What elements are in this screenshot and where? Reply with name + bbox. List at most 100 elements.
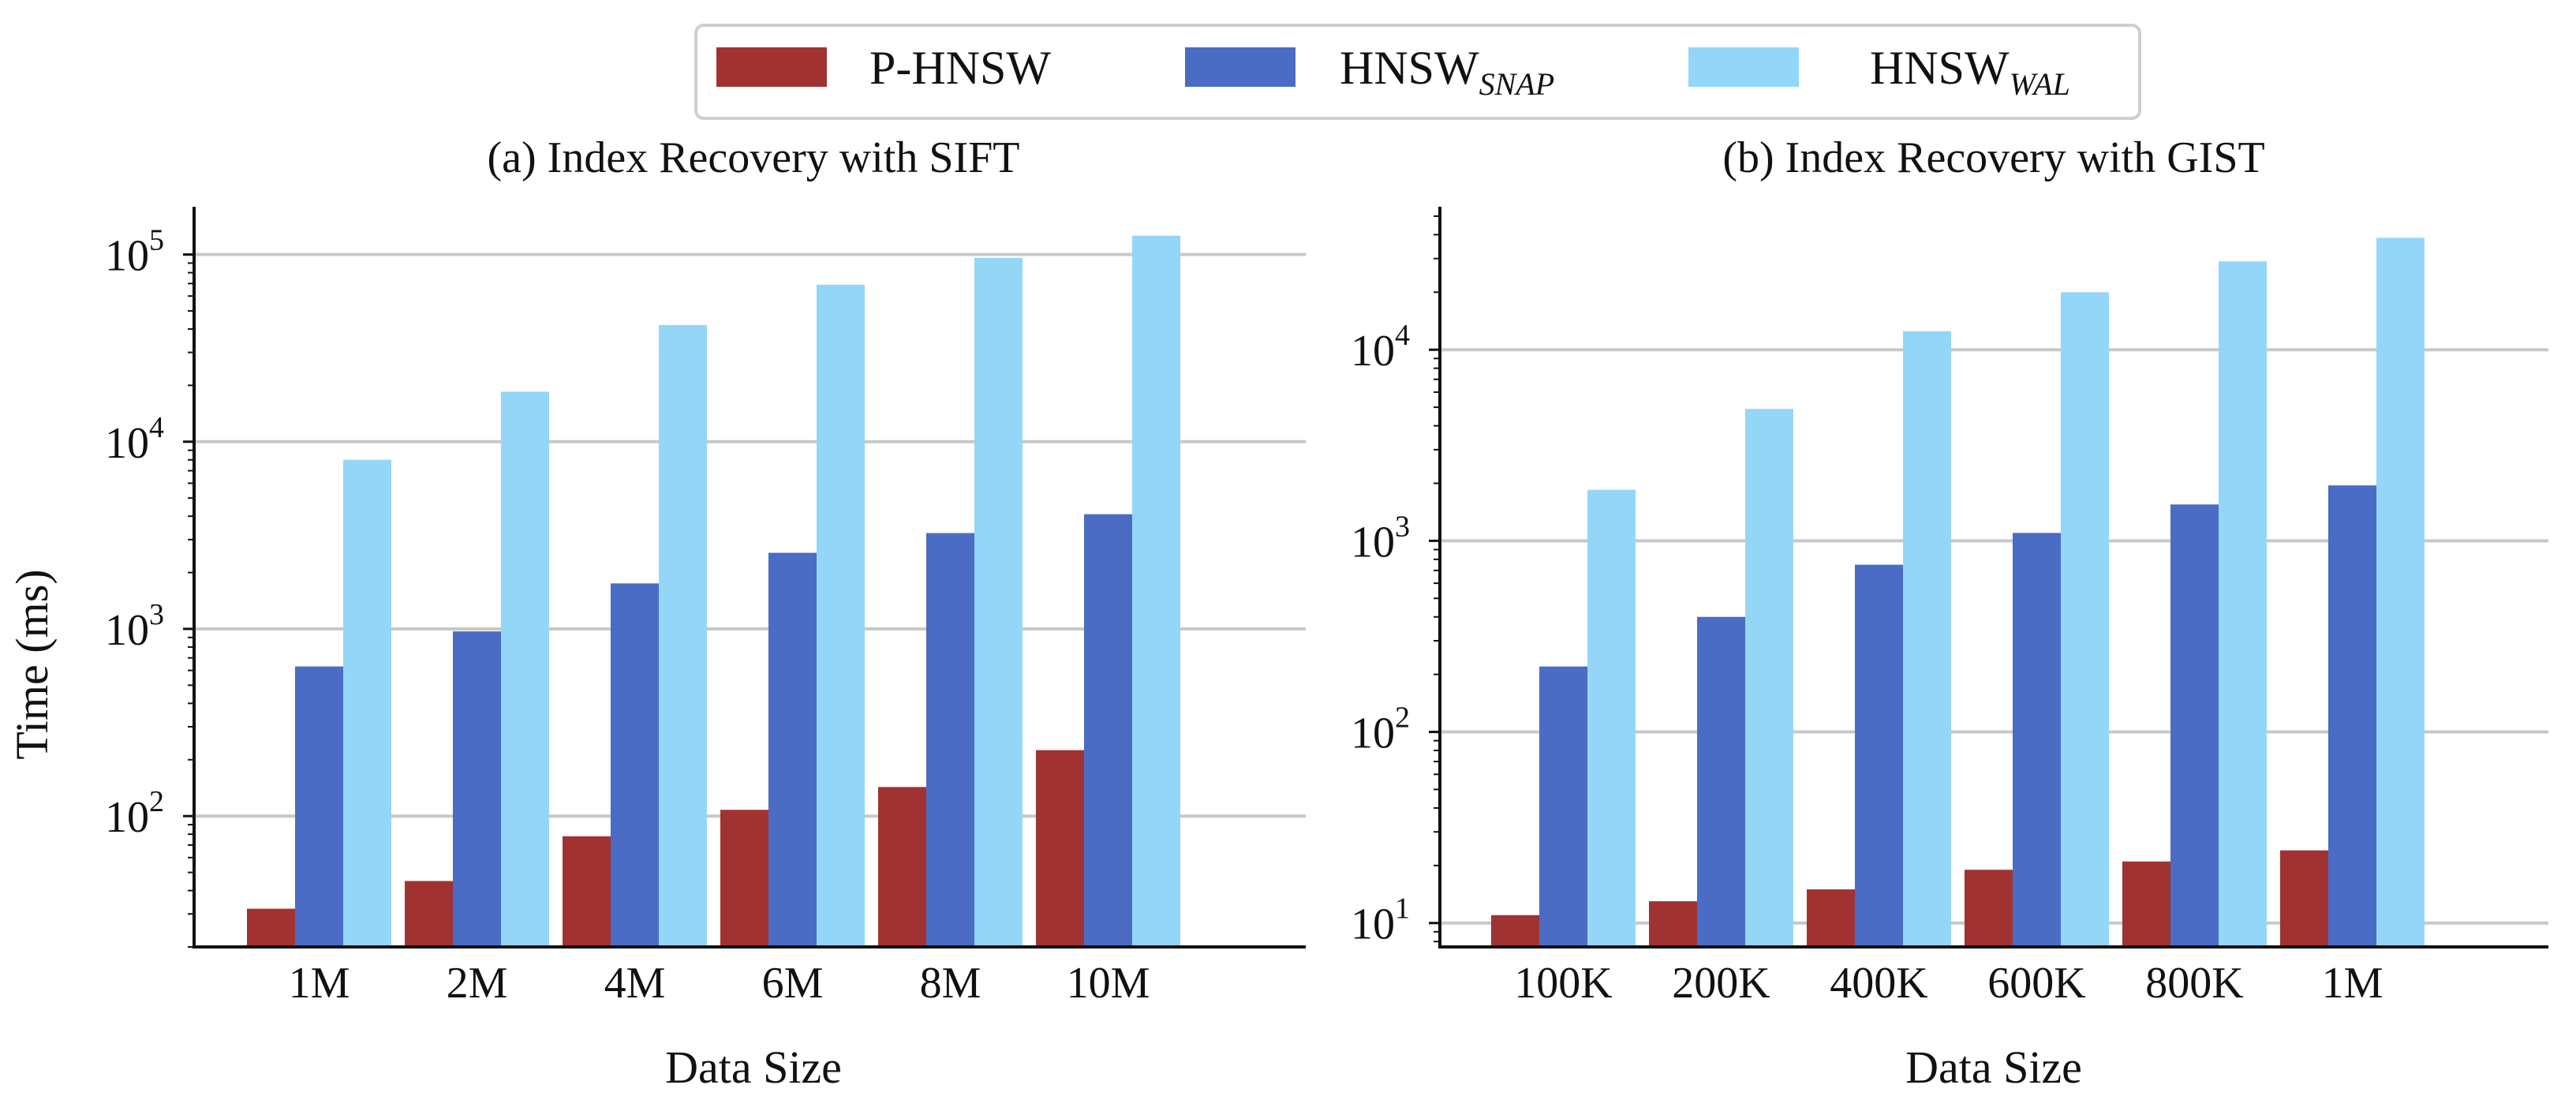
bar-hnsw-wal-1m bbox=[343, 459, 391, 947]
legend-label-hnsw-wal-sub: WAL bbox=[2010, 66, 2070, 102]
legend-swatch-hnsw-wal bbox=[1688, 47, 1799, 87]
bar-p-hnsw-600k bbox=[1965, 870, 2013, 947]
bar-p-hnsw-100k bbox=[1491, 915, 1539, 947]
x-tick-label: 1M bbox=[2322, 959, 2383, 1008]
bar-hnsw-wal-4m bbox=[659, 324, 707, 947]
bar-hnsw-snap-6m bbox=[768, 552, 817, 947]
bar-hnsw-snap-1m bbox=[295, 666, 343, 947]
bar-hnsw-wal-8m bbox=[974, 257, 1023, 947]
bar-hnsw-wal-6m bbox=[817, 284, 865, 948]
bar-hnsw-snap-100k bbox=[1539, 666, 1587, 947]
y-tick-label: 101 bbox=[1351, 892, 1410, 949]
legend-label-hnsw-snap-sub: SNAP bbox=[1479, 66, 1555, 102]
bar-p-hnsw-8m bbox=[878, 787, 926, 947]
bar-hnsw-wal-1m bbox=[2376, 238, 2425, 947]
bar-p-hnsw-2m bbox=[405, 881, 453, 947]
y-tick-exponent: 2 bbox=[149, 785, 164, 818]
bar-p-hnsw-1m bbox=[247, 908, 295, 947]
chart-panel-gist: (b) Index Recovery with GIST Data Size 1… bbox=[1351, 133, 2548, 1093]
x-tick-label: 200K bbox=[1672, 959, 1770, 1008]
x-tick-label: 4M bbox=[604, 959, 666, 1008]
axes bbox=[183, 207, 1306, 948]
y-tick-base: 10 bbox=[105, 606, 149, 655]
y-tick-base: 10 bbox=[105, 232, 149, 281]
y-tick-label: 104 bbox=[105, 411, 164, 468]
legend-label-hnsw-wal-main: HNSW bbox=[1870, 42, 2010, 94]
chart-title: (b) Index Recovery with GIST bbox=[1722, 133, 2264, 182]
legend-label-hnsw-snap-main: HNSW bbox=[1340, 42, 1479, 94]
legend-item-hnsw-snap: HNSWSNAP bbox=[1185, 42, 1554, 102]
legend-label-hnsw-wal: HNSWWAL bbox=[1870, 42, 2070, 102]
legend-item-hnsw-wal: HNSWWAL bbox=[1688, 42, 2070, 102]
x-ticks: 100K 200K 400K 600K 800K 1M bbox=[1514, 959, 2383, 1008]
y-tick-exponent: 3 bbox=[149, 598, 164, 631]
x-tick-label: 10M bbox=[1067, 959, 1150, 1008]
bar-p-hnsw-1m bbox=[2280, 850, 2328, 947]
bar-hnsw-snap-200k bbox=[1697, 616, 1745, 947]
bar-hnsw-wal-2m bbox=[501, 391, 549, 947]
bars bbox=[247, 235, 1180, 948]
bars bbox=[1491, 238, 2425, 947]
y-tick-label: 104 bbox=[1351, 319, 1410, 376]
y-tick-label: 103 bbox=[105, 598, 164, 655]
bar-hnsw-wal-200k bbox=[1745, 409, 1793, 947]
bar-hnsw-wal-10m bbox=[1132, 235, 1180, 947]
legend-swatch-hnsw-snap bbox=[1185, 47, 1295, 87]
chart-panel-sift: (a) Index Recovery with SIFT Time (ms) D… bbox=[6, 133, 1306, 1093]
bar-hnsw-snap-1m bbox=[2328, 485, 2376, 947]
y-tick-exponent: 4 bbox=[1395, 319, 1410, 352]
chart-title: (a) Index Recovery with SIFT bbox=[488, 133, 1020, 182]
bar-p-hnsw-10m bbox=[1036, 750, 1084, 947]
bar-p-hnsw-6m bbox=[720, 810, 768, 947]
y-tick-base: 10 bbox=[1351, 518, 1395, 567]
legend: P-HNSW HNSWSNAP HNSWWAL bbox=[694, 24, 2141, 120]
y-tick-base: 10 bbox=[1351, 327, 1395, 376]
bar-hnsw-snap-600k bbox=[2013, 533, 2061, 947]
x-tick-label: 400K bbox=[1830, 959, 1927, 1008]
y-axis-label: Time (ms) bbox=[6, 569, 58, 759]
y-tick-exponent: 3 bbox=[1395, 510, 1410, 543]
legend-item-p-hnsw: P-HNSW bbox=[716, 42, 1051, 94]
bar-hnsw-snap-400k bbox=[1855, 564, 1903, 947]
bar-hnsw-wal-400k bbox=[1903, 331, 1951, 947]
x-axis-label: Data Size bbox=[1905, 1042, 2082, 1093]
bar-hnsw-snap-8m bbox=[926, 533, 974, 947]
x-tick-label: 8M bbox=[920, 959, 981, 1008]
bar-hnsw-snap-10m bbox=[1084, 514, 1132, 947]
x-tick-label: 6M bbox=[762, 959, 824, 1008]
x-ticks: 1M 2M 4M 6M 8M 10M bbox=[289, 959, 1150, 1008]
legend-label-p-hnsw: P-HNSW bbox=[869, 42, 1051, 94]
bar-p-hnsw-800k bbox=[2122, 861, 2170, 947]
bar-hnsw-wal-100k bbox=[1587, 489, 1636, 947]
bar-hnsw-wal-800k bbox=[2219, 261, 2267, 947]
y-tick-base: 10 bbox=[105, 793, 149, 842]
y-tick-exponent: 2 bbox=[1395, 702, 1410, 735]
bar-hnsw-snap-800k bbox=[2170, 504, 2219, 947]
y-tick-label: 105 bbox=[105, 224, 164, 281]
bar-p-hnsw-200k bbox=[1649, 901, 1697, 947]
x-axis-label: Data Size bbox=[665, 1042, 842, 1093]
x-tick-label: 1M bbox=[289, 959, 350, 1008]
bar-p-hnsw-400k bbox=[1807, 889, 1855, 947]
y-tick-exponent: 5 bbox=[149, 224, 164, 257]
x-tick-label: 800K bbox=[2145, 959, 2243, 1008]
bar-hnsw-snap-4m bbox=[611, 583, 659, 947]
y-tick-base: 10 bbox=[1351, 900, 1395, 949]
y-tick-label: 103 bbox=[1351, 510, 1410, 567]
y-tick-label: 102 bbox=[1351, 702, 1410, 758]
axes bbox=[1429, 207, 2548, 948]
y-tick-base: 10 bbox=[1351, 709, 1395, 758]
bar-hnsw-snap-2m bbox=[453, 631, 501, 947]
x-tick-label: 600K bbox=[1987, 959, 2085, 1008]
bar-p-hnsw-4m bbox=[563, 836, 611, 947]
y-tick-label: 102 bbox=[105, 785, 164, 842]
y-tick-exponent: 1 bbox=[1395, 892, 1410, 926]
x-tick-label: 2M bbox=[447, 959, 508, 1008]
y-tick-base: 10 bbox=[105, 419, 149, 468]
bar-hnsw-wal-600k bbox=[2061, 292, 2109, 947]
legend-label-hnsw-snap: HNSWSNAP bbox=[1340, 42, 1554, 102]
x-tick-label: 100K bbox=[1514, 959, 1612, 1008]
